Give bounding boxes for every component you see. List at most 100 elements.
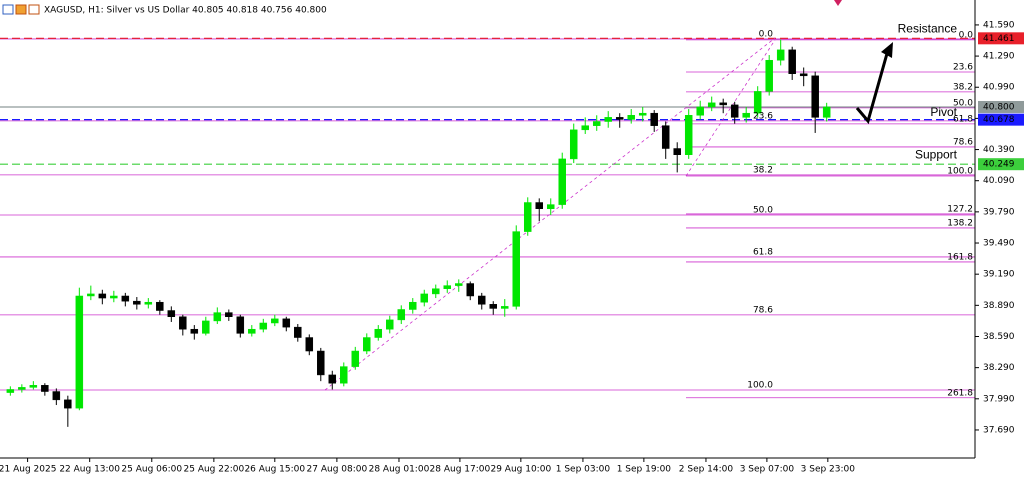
candle-body: [121, 295, 130, 302]
candle-body: [18, 387, 26, 390]
candle-body: [500, 306, 509, 309]
candle-body: [753, 91, 762, 114]
candle-body: [156, 301, 164, 311]
price-tag-label: 40.678: [983, 115, 1015, 125]
candle-body: [742, 112, 750, 118]
fib-label: 161.8: [947, 252, 973, 262]
fib-label: 78.6: [953, 137, 973, 147]
candle-body: [282, 318, 291, 328]
price-tag-label: 40.800: [983, 102, 1015, 112]
candle-body: [696, 106, 704, 116]
fib-label: 23.6: [953, 62, 973, 72]
y-tick-label: 41.590: [983, 20, 1015, 30]
fib-label: 0.0: [959, 30, 974, 40]
candle-body: [788, 49, 796, 74]
y-tick-label: 40.090: [983, 176, 1015, 186]
candle-body: [569, 129, 578, 160]
candle-body: [684, 115, 693, 155]
fib-label: 261.8: [947, 388, 973, 398]
candle-body: [707, 102, 716, 108]
fib-label: 50.0: [953, 98, 973, 108]
icon[interactable]: [28, 4, 40, 15]
candle-body: [455, 283, 463, 286]
level-name: Pivot: [930, 105, 957, 119]
x-tick-label: 29 Aug 10:00: [490, 465, 551, 475]
x-tick-label: 28 Aug 01:00: [369, 465, 430, 475]
price-tag: [978, 113, 1024, 126]
candle-body: [558, 158, 566, 205]
candle-body: [52, 391, 61, 401]
candle-body: [581, 125, 589, 131]
fib-trend-line: [324, 37, 776, 391]
candle-body: [236, 316, 245, 334]
candle-body: [351, 350, 360, 367]
candle-body: [317, 350, 325, 376]
candle-body: [650, 112, 658, 126]
candle-body: [29, 385, 38, 388]
candle-body: [478, 295, 486, 305]
marker: [834, 0, 842, 6]
candle-body: [811, 75, 819, 118]
price-tag-label: 40.249: [983, 160, 1015, 170]
candle-body: [673, 148, 681, 155]
candle-body: [604, 117, 612, 122]
candle-body: [305, 337, 314, 352]
candle-body: [776, 49, 785, 61]
candle-body: [190, 328, 199, 334]
candle-body: [271, 318, 279, 324]
icon[interactable]: [15, 4, 27, 15]
fib-label: 23.6: [753, 111, 773, 121]
x-tick-label: 2 Sep 14:00: [679, 465, 734, 475]
y-tick-label: 38.290: [983, 363, 1015, 373]
candle-body: [75, 295, 84, 409]
y-tick-label: 39.190: [983, 270, 1015, 280]
y-tick-label: 41.290: [983, 52, 1015, 62]
candle-body: [133, 300, 141, 305]
candle-body: [213, 312, 222, 322]
fib-label: 100.0: [747, 380, 773, 390]
candle-body: [466, 283, 475, 297]
price-tag-label: 41.461: [983, 34, 1015, 44]
x-tick-label: 28 Aug 17:00: [430, 465, 491, 475]
icon[interactable]: [2, 4, 14, 15]
candle-body: [340, 366, 348, 384]
candle-body: [535, 202, 543, 209]
fib-label: 50.0: [753, 205, 773, 215]
y-tick-label: 39.490: [983, 239, 1015, 249]
y-tick-label: 37.990: [983, 394, 1015, 404]
fib-label: 0.0: [759, 29, 774, 39]
candle-body: [248, 328, 256, 334]
candle-body: [363, 337, 371, 352]
fib-label: 61.8: [753, 247, 773, 257]
candle-body: [592, 121, 601, 126]
candle-body: [765, 59, 773, 92]
candle-body: [397, 309, 406, 321]
candle-body: [719, 102, 727, 106]
candle-body: [6, 389, 15, 393]
candle-body: [627, 115, 635, 120]
candle-body: [443, 285, 452, 289]
candle-body: [144, 301, 153, 305]
candle-body: [98, 293, 107, 299]
candle-body: [386, 319, 394, 330]
arrow: [855, 49, 890, 125]
candle-body: [822, 106, 831, 118]
candle-body: [730, 104, 739, 118]
candle-body: [432, 288, 440, 295]
candle-body: [512, 231, 520, 307]
y-tick-label: 40.390: [983, 145, 1015, 155]
x-tick-label: 27 Aug 08:00: [307, 465, 368, 475]
x-tick-label: 1 Sep 03:00: [556, 465, 611, 475]
candle-body: [374, 328, 383, 338]
fib-label: 38.2: [953, 82, 973, 92]
candle-body: [110, 295, 118, 299]
candles-layer: [6, 39, 831, 427]
y-tick-label: 38.890: [983, 301, 1015, 311]
fib-label: 127.2: [947, 204, 973, 214]
candle-body: [294, 326, 302, 338]
candle-body: [409, 301, 417, 310]
candle-body: [799, 73, 808, 77]
candle-body: [179, 316, 187, 330]
x-tick-label: 26 Aug 15:00: [244, 465, 305, 475]
